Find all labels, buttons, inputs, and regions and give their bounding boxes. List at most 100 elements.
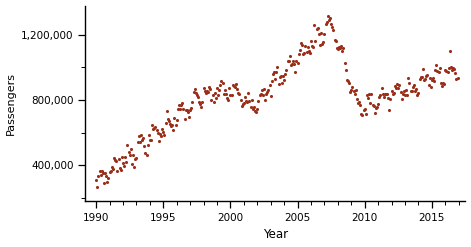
Point (137, 133, 145, 137)
Point (289, 59, 297, 63)
Point (238, 104, 245, 108)
Point (365, 96, 372, 100)
Point (416, 77, 423, 81)
Point (162, 121, 169, 125)
Point (115, 157, 122, 161)
Point (138, 138, 146, 142)
Point (114, 169, 121, 173)
Point (237, 98, 244, 102)
Point (175, 103, 183, 107)
Point (313, 27, 320, 31)
Point (345, 81, 353, 85)
Point (258, 88, 266, 92)
Point (142, 151, 149, 155)
Point (287, 63, 295, 67)
Point (164, 117, 171, 121)
Point (227, 93, 234, 97)
Point (235, 91, 242, 95)
Point (452, 71, 459, 75)
Point (191, 87, 198, 91)
Point (157, 134, 165, 138)
Point (359, 113, 366, 117)
Point (303, 50, 310, 54)
Point (110, 156, 118, 160)
Point (247, 105, 254, 109)
Point (112, 158, 119, 162)
Point (117, 168, 124, 172)
Point (260, 87, 268, 91)
Point (124, 143, 131, 147)
Point (116, 165, 123, 169)
Point (140, 144, 148, 148)
Point (285, 59, 292, 62)
Point (202, 91, 210, 95)
Point (248, 98, 255, 102)
Point (236, 92, 243, 96)
Point (193, 93, 201, 97)
Point (163, 109, 171, 113)
Point (278, 82, 286, 85)
Point (230, 84, 237, 88)
Point (139, 136, 147, 140)
Y-axis label: Passengers: Passengers (6, 72, 16, 135)
Point (300, 51, 308, 55)
Point (126, 153, 133, 157)
Point (122, 155, 129, 159)
Point (154, 131, 162, 135)
Point (197, 104, 205, 108)
Point (220, 92, 227, 96)
Point (269, 73, 277, 77)
Point (158, 127, 166, 131)
Point (454, 76, 462, 80)
Point (94, 185, 101, 189)
Point (146, 138, 154, 142)
Point (252, 110, 260, 114)
Point (253, 107, 261, 111)
Point (244, 100, 251, 104)
Point (348, 88, 355, 92)
Point (201, 89, 209, 93)
Point (332, 39, 340, 42)
Point (128, 162, 136, 165)
Point (178, 103, 185, 107)
Point (252, 109, 259, 113)
Point (414, 93, 421, 97)
Point (387, 97, 394, 101)
Point (369, 103, 376, 107)
Point (143, 153, 150, 157)
Point (363, 93, 371, 97)
Point (113, 159, 120, 163)
Point (398, 97, 406, 101)
Point (353, 97, 361, 101)
Point (395, 86, 402, 90)
Point (449, 66, 457, 70)
Point (292, 70, 299, 74)
Point (122, 160, 130, 164)
Point (315, 32, 323, 36)
Point (357, 103, 364, 107)
Point (401, 93, 409, 97)
Point (326, 16, 334, 20)
Point (179, 101, 186, 105)
Point (297, 41, 305, 44)
Point (372, 106, 380, 110)
Point (259, 93, 267, 97)
Point (172, 123, 179, 126)
Point (324, 14, 332, 18)
Point (343, 78, 350, 82)
Point (108, 165, 115, 169)
Point (229, 83, 236, 87)
Point (188, 100, 196, 104)
Point (447, 65, 455, 69)
Point (127, 147, 135, 151)
Point (187, 108, 194, 112)
Point (101, 171, 109, 175)
Point (437, 81, 445, 85)
Point (119, 162, 127, 165)
Point (148, 123, 156, 126)
Point (430, 79, 438, 83)
Point (414, 91, 422, 95)
Point (328, 25, 336, 29)
Point (274, 65, 281, 69)
Point (335, 45, 343, 49)
